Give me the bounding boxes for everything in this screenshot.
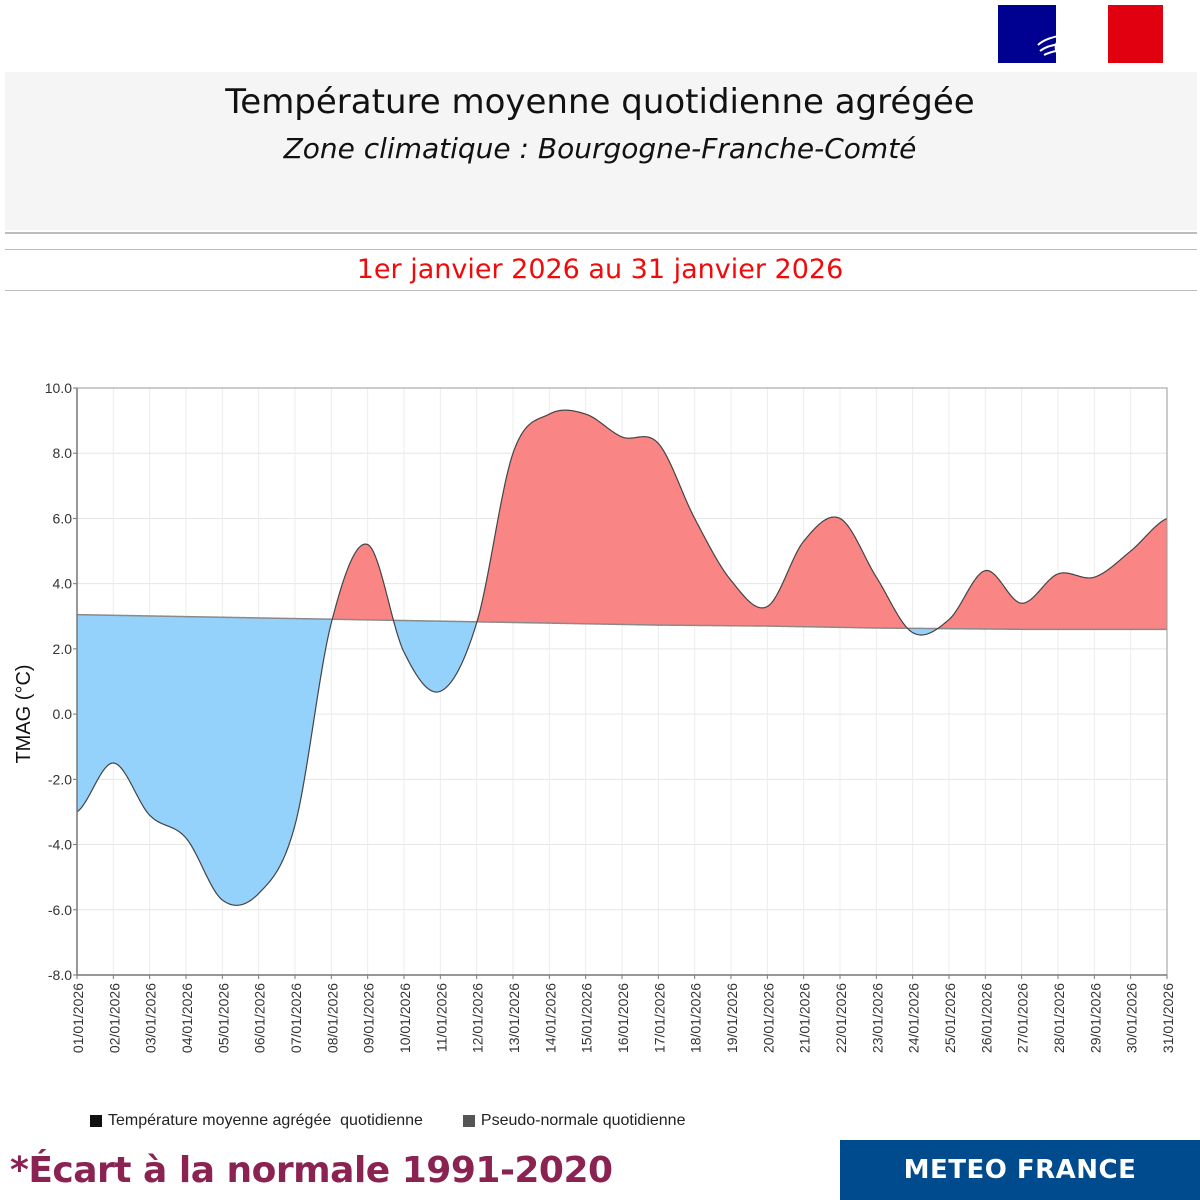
x-tick-label: 28/01/2026	[1051, 983, 1067, 1053]
x-tick-label: 13/01/2026	[506, 983, 522, 1053]
x-tick-label: 11/01/2026	[433, 983, 449, 1052]
x-tick-label: 14/01/2026	[542, 983, 558, 1053]
y-tick-label: -4.0	[48, 837, 72, 853]
legend-swatch	[90, 1115, 102, 1127]
temperature-chart: 10.0 8.0 6.0 4.0 2.0 0.0 -2.0 -4.0 -6.0 -8.0 01/0…	[13, 380, 1176, 1053]
x-tick-label: 22/01/2026	[833, 983, 849, 1053]
period-label: 1er janvier 2026 au 31 janvier 2026	[356, 254, 844, 285]
legend-label: Température moyenne agrégée quotidienne	[108, 1112, 423, 1129]
area-below-normal	[77, 614, 333, 906]
x-tick-label: 09/01/2026	[361, 983, 377, 1053]
x-tick-label: 20/01/2026	[760, 983, 776, 1053]
y-tick-label: -8.0	[48, 967, 72, 983]
x-tick-label: 05/01/2026	[215, 983, 231, 1053]
area-above-normal	[937, 518, 1167, 630]
area-above-normal	[476, 410, 908, 629]
x-tick-label: 07/01/2026	[288, 983, 304, 1053]
x-tick-label: 15/01/2026	[579, 983, 595, 1053]
x-tick-label: 30/01/2026	[1124, 983, 1140, 1053]
legend-item-normal: Pseudo-normale quotidienne	[462, 1112, 686, 1130]
header-panel	[5, 72, 1197, 230]
legend: Température moyenne agrégée quotidienne …	[90, 1112, 685, 1130]
x-tick-label: 27/01/2026	[1015, 983, 1031, 1053]
x-tick-label: 25/01/2026	[942, 983, 958, 1053]
y-axis-ticks: 10.0 8.0 6.0 4.0 2.0 0.0 -2.0 -4.0 -6.0 -8.0	[45, 380, 77, 983]
x-tick-label: 26/01/2026	[978, 983, 994, 1053]
y-tick-label: 2.0	[53, 641, 73, 657]
series-lines	[76, 409, 1168, 906]
y-tick-label: 6.0	[53, 510, 73, 526]
y-tick-label: 10.0	[45, 380, 72, 396]
x-tick-label: 24/01/2026	[906, 983, 922, 1053]
temperature-line	[76, 409, 1168, 906]
republique-francaise-logo	[998, 5, 1163, 63]
x-tick-label: 02/01/2026	[106, 983, 122, 1053]
x-tick-label: 21/01/2026	[797, 983, 813, 1053]
legend-swatch	[462, 1115, 475, 1127]
page-subtitle: Zone climatique : Bourgogne-Franche-Comt…	[283, 132, 917, 165]
x-tick-label: 03/01/2026	[143, 983, 159, 1053]
page-title: Température moyenne quotidienne agrégée	[225, 82, 975, 122]
legend-label: Pseudo-normale quotidienne	[480, 1112, 686, 1129]
x-tick-label: 16/01/2026	[615, 983, 631, 1053]
x-tick-label: 31/01/2026	[1160, 983, 1176, 1053]
x-tick-label: 29/01/2026	[1087, 983, 1103, 1053]
y-tick-label: 0.0	[53, 706, 73, 722]
y-axis-label: TMAG (°C)	[13, 664, 35, 763]
y-tick-label: -2.0	[48, 771, 72, 787]
y-tick-label: -6.0	[48, 902, 72, 918]
x-tick-label: 12/01/2026	[470, 983, 486, 1053]
x-axis-ticks: 01/01/2026 02/01/2026 03/01/2026 04/01/2026…	[70, 975, 1176, 1053]
x-tick-label: 10/01/2026	[397, 983, 413, 1053]
x-tick-label: 08/01/2026	[324, 983, 340, 1053]
meteo-france-brand: METEO FRANCE	[840, 1140, 1200, 1200]
legend-item-temperature: Température moyenne agrégée quotidienne	[90, 1112, 423, 1130]
x-tick-label: 23/01/2026	[869, 983, 885, 1053]
x-tick-label: 19/01/2026	[724, 983, 740, 1053]
divider-period-top	[5, 249, 1197, 250]
divider-top	[5, 232, 1197, 234]
x-tick-label: 06/01/2026	[252, 983, 268, 1053]
x-tick-label: 01/01/2026	[70, 983, 86, 1053]
area-above-normal	[332, 544, 394, 621]
normal-line	[76, 613, 1167, 631]
footnote: *Écart à la normale 1991-2020	[10, 1150, 613, 1191]
y-tick-label: 4.0	[53, 576, 73, 592]
divider-period-bottom	[5, 290, 1197, 291]
y-tick-label: 8.0	[53, 445, 73, 461]
x-tick-label: 04/01/2026	[179, 983, 195, 1053]
x-tick-label: 17/01/2026	[651, 983, 667, 1053]
x-tick-label: 18/01/2026	[688, 983, 704, 1053]
